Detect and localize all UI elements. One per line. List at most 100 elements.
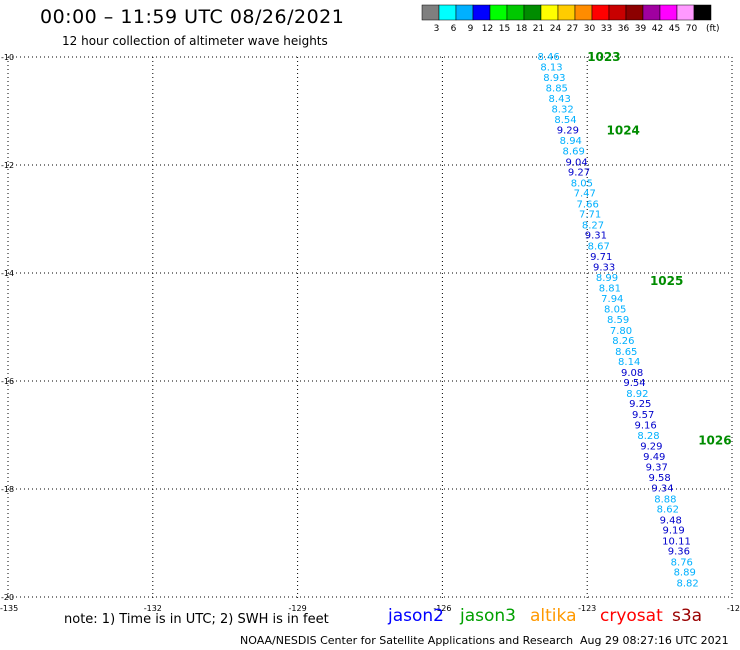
legend-swatch: [489, 4, 508, 21]
legend-swatch: [608, 4, 627, 21]
wave-height-point: 7.80: [610, 326, 632, 337]
x-tick-label: -123: [578, 604, 596, 613]
legend-unit: (ft): [706, 24, 720, 34]
wave-height-point: 8.85: [546, 83, 568, 94]
legend-label: 27: [567, 24, 578, 34]
time-labels: 1023 1024 1025 1026: [587, 50, 731, 447]
legend-label: 36: [618, 24, 630, 34]
wave-height-point: 9.58: [648, 473, 670, 484]
wave-height-point: 8.59: [607, 315, 629, 326]
legend-label: 24: [550, 24, 562, 34]
wave-height-point: 8.43: [549, 94, 571, 105]
wave-height-point: 9.36: [668, 547, 690, 558]
legend-swatch: [523, 4, 542, 21]
x-tick-label: -132: [144, 604, 162, 613]
wave-height-point: 9.29: [640, 441, 662, 452]
legend-label: 45: [669, 24, 680, 34]
legend-swatch: [676, 4, 695, 21]
wave-height-point: 9.25: [629, 399, 651, 410]
legend-label: 39: [635, 24, 647, 34]
wave-height-point: 8.82: [676, 579, 698, 590]
wave-height-point: 8.67: [588, 242, 610, 253]
legend-label: 30: [584, 24, 596, 34]
satellite-jason3: jason3: [460, 606, 516, 626]
wave-height-point: 10.11: [662, 536, 691, 547]
legend-swatch: [642, 4, 661, 21]
wave-height-point: 9.33: [593, 263, 615, 274]
legend-label: 42: [652, 24, 663, 34]
legend-label: 15: [499, 24, 510, 34]
x-tick-label: -129: [289, 604, 307, 613]
wave-height-point: 9.57: [632, 410, 654, 421]
page-title: 00:00 – 11:59 UTC 08/26/2021: [40, 6, 345, 28]
x-tick-label: -135: [0, 604, 18, 613]
wave-height-point: 8.76: [671, 557, 693, 568]
wave-height-point: 8.26: [612, 336, 634, 347]
wave-height-point: 7.47: [574, 189, 596, 200]
wave-height-point: 9.04: [565, 157, 587, 168]
wave-height-point: 8.94: [560, 136, 582, 147]
wave-height-point: 8.62: [657, 505, 679, 516]
legend-swatch: [421, 4, 440, 21]
wave-height-point: 9.08: [621, 368, 643, 379]
satellite-s3a: s3a: [672, 606, 703, 626]
y-tick-label: -18: [1, 485, 14, 494]
legend-swatch: [557, 4, 576, 21]
legend-label: 9: [468, 24, 474, 34]
wave-height-point: 8.81: [599, 284, 621, 295]
legend-label: 6: [451, 24, 457, 34]
legend-label: 3: [434, 24, 440, 34]
wave-height-points: 8.468.138.938.858.438.328.549.298.948.69…: [537, 52, 698, 590]
wave-height-point: 8.99: [596, 273, 618, 284]
map-grid: [7, 56, 733, 601]
footer-note: note: 1) Time is in UTC; 2) SWH is in fe…: [64, 612, 329, 627]
wave-height-point: 9.34: [651, 483, 673, 494]
wave-height-point: 8.28: [637, 431, 659, 442]
wave-height-point: 9.31: [585, 231, 607, 242]
wave-height-point: 8.14: [618, 357, 640, 368]
legend-swatch: [455, 4, 474, 21]
credit-text: NOAA/NESDIS Center for Satellite Applica…: [240, 634, 574, 647]
wave-height-point: 9.29: [557, 125, 579, 136]
wave-height-point: 8.88: [654, 494, 676, 505]
time-label: 1025: [650, 274, 683, 288]
wave-height-point: 8.65: [615, 347, 637, 358]
x-tick-label: -126: [433, 604, 451, 613]
legend-swatch: [540, 4, 559, 21]
wave-height-point: 7.66: [577, 199, 599, 210]
wave-height-point: 9.19: [662, 526, 684, 537]
y-tick-label: -16: [1, 377, 14, 386]
wave-height-point: 8.93: [543, 73, 565, 84]
legend-swatch: [659, 4, 678, 21]
legend-swatch: [625, 4, 644, 21]
wave-height-point: 8.54: [554, 115, 576, 126]
y-tick-label: -12: [1, 161, 14, 170]
legend-swatch: [506, 4, 525, 21]
page-subtitle: 12 hour collection of altimeter wave hei…: [62, 34, 328, 48]
wave-height-point: 9.71: [590, 252, 612, 263]
y-tick-label: -20: [1, 593, 14, 602]
wave-height-point: 9.54: [623, 378, 645, 389]
axis-labels: -10 -12 -14 -16 -18 -20 -135 -132 -129 -126 -123 -1…: [0, 53, 740, 613]
color-legend: 3 6 9 12 15 18 21 24 27 30 33 36 39 42 45 70 (ft): [421, 4, 720, 34]
wave-height-point: 8.89: [674, 568, 696, 579]
wave-height-point: 9.49: [643, 452, 665, 463]
satellite-jason2: jason2: [388, 606, 444, 626]
wave-height-point: 8.92: [626, 389, 648, 400]
wave-height-point: 8.69: [563, 147, 585, 158]
legend-label: 70: [686, 24, 698, 34]
timestamp-text: Aug 29 08:27:16 UTC 2021: [580, 634, 729, 647]
wave-height-point: 8.05: [604, 305, 626, 316]
wave-height-point: 8.32: [551, 104, 573, 115]
wave-height-point: 8.13: [540, 62, 562, 73]
time-label: 1026: [698, 433, 731, 447]
legend-swatch: [472, 4, 491, 21]
legend-swatch: [591, 4, 610, 21]
satellite-cryosat: cryosat: [600, 606, 663, 626]
wave-height-point: 8.05: [571, 178, 593, 189]
wave-height-point: 8.46: [537, 52, 559, 63]
legend-label: 21: [533, 24, 544, 34]
wave-height-point: 7.71: [579, 210, 601, 221]
wave-height-point: 7.94: [601, 294, 623, 305]
